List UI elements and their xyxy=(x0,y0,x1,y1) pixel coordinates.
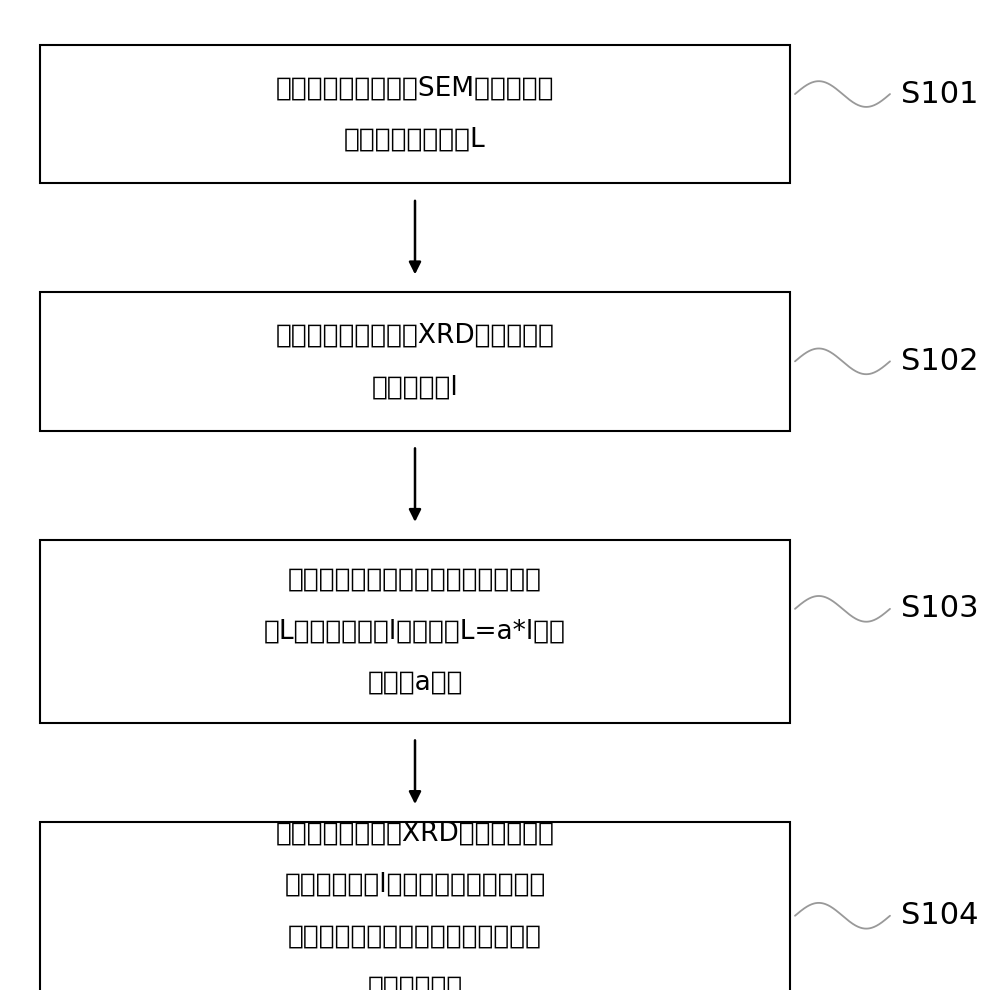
Text: 的亚晶粒尺寸l，代入同类型的正极材: 的亚晶粒尺寸l，代入同类型的正极材 xyxy=(284,872,546,898)
Text: S104: S104 xyxy=(901,901,979,931)
FancyArrowPatch shape xyxy=(410,741,420,801)
Text: 到系数a的值: 到系数a的值 xyxy=(367,669,463,696)
Text: S101: S101 xyxy=(901,79,979,109)
Text: 平均一次颗粒粒径L: 平均一次颗粒粒径L xyxy=(344,127,486,152)
Bar xyxy=(40,540,790,723)
Bar xyxy=(40,292,790,431)
Text: 对标定正极材料进行XRD测试，得到: 对标定正极材料进行XRD测试，得到 xyxy=(276,323,554,348)
Text: 为标定正极材料建立平均一次颗粒粒: 为标定正极材料建立平均一次颗粒粒 xyxy=(288,566,542,593)
Text: 料对应的关系式得到待测正极材料的: 料对应的关系式得到待测正极材料的 xyxy=(288,924,542,949)
FancyArrowPatch shape xyxy=(410,201,420,271)
Text: 待测正极材料进行XRD测试得到对应: 待测正极材料进行XRD测试得到对应 xyxy=(276,821,554,846)
Text: S102: S102 xyxy=(901,346,979,376)
Text: S103: S103 xyxy=(901,594,979,624)
Text: 对标定正极材料进行SEM测试，得到: 对标定正极材料进行SEM测试，得到 xyxy=(276,75,554,101)
Text: 一次颗粒粒径: 一次颗粒粒径 xyxy=(367,975,463,990)
Bar xyxy=(40,822,790,990)
Text: 亚晶粒尺寸l: 亚晶粒尺寸l xyxy=(372,374,458,400)
Bar xyxy=(40,45,790,183)
Text: 径L与亚晶粒尺寸l的关系式L=a*l，得: 径L与亚晶粒尺寸l的关系式L=a*l，得 xyxy=(264,618,566,644)
FancyArrowPatch shape xyxy=(410,448,420,519)
